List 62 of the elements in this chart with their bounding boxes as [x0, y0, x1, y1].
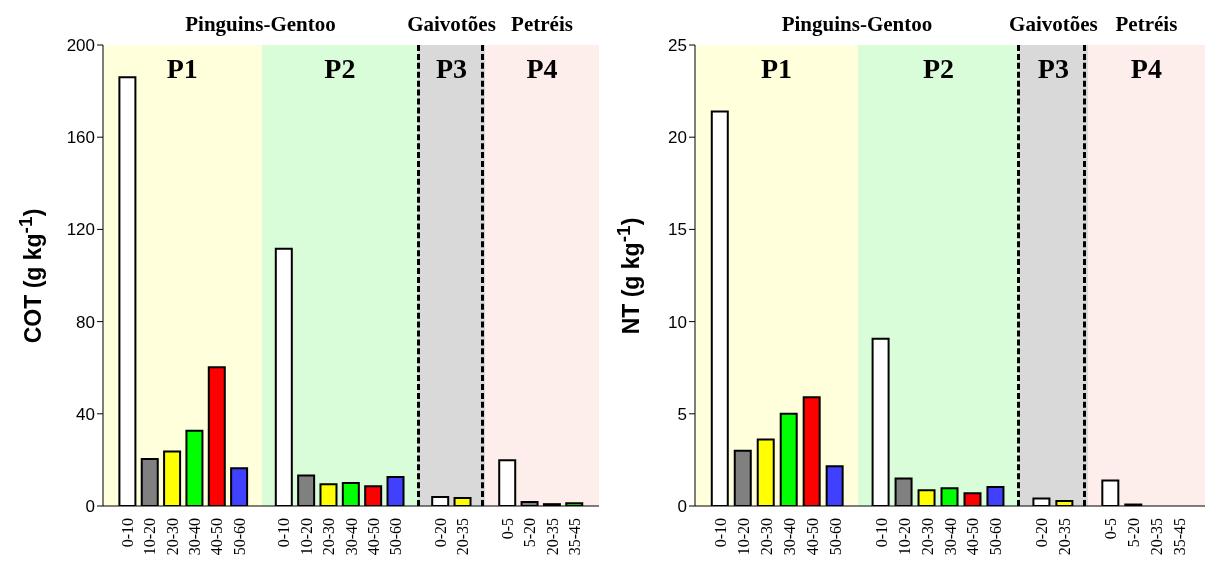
- x-tick-label: 0-5: [1102, 518, 1120, 540]
- x-tick-label: 10-20: [895, 518, 913, 556]
- x-tick-label: 0-10: [711, 518, 729, 548]
- annotation: P2: [324, 53, 356, 85]
- annotation: P2: [922, 53, 955, 85]
- x-tick-label: 30-40: [342, 518, 360, 556]
- x-tick-label: 40-50: [803, 518, 821, 556]
- annotation: P3: [1037, 53, 1069, 85]
- text: Pinguins-Gentoo: [185, 12, 336, 37]
- x-tick-label: 35-45: [565, 518, 583, 556]
- y-tick-label: 0: [85, 497, 95, 517]
- y-tick-label: 80: [76, 312, 95, 332]
- x-tick-label: 50-60: [387, 518, 405, 556]
- x-tick-label: 5-20: [1125, 518, 1143, 548]
- x-tick-label: 20-35: [1056, 518, 1074, 556]
- annotation: P4: [1130, 53, 1162, 85]
- x-tick-label: 40-50: [364, 518, 382, 556]
- x-tick-label: 10-20: [297, 518, 315, 556]
- annotation: P1: [166, 53, 198, 85]
- x-tick-label: 10-20: [734, 518, 752, 556]
- x-tick-label: 20-30: [320, 518, 338, 556]
- y-tick-label: 200: [66, 36, 95, 56]
- x-tick-label: 30-40: [780, 518, 798, 556]
- x-tick-label: 0-5: [498, 518, 516, 540]
- x-tick-label: 0-10: [872, 518, 890, 548]
- y-tick-label: 5: [677, 404, 687, 424]
- x-tick-label: 20-35: [1148, 518, 1166, 556]
- x-tick-label: 20-30: [918, 518, 936, 556]
- x-tick-label: 40-50: [208, 518, 226, 556]
- x-tick-label: 0-10: [275, 518, 293, 548]
- text: Gaivotões: [407, 12, 496, 37]
- x-tick-label: 20-35: [454, 518, 472, 556]
- y-tick-label: 40: [76, 404, 95, 424]
- x-tick-label: 50-60: [987, 518, 1005, 556]
- y-tick-label: 120: [66, 220, 95, 240]
- y-tick-label: 160: [66, 128, 95, 148]
- x-tick-label: 5-20: [521, 518, 539, 548]
- text: Pinguins-Gentoo: [781, 12, 933, 37]
- y-tick-label: 25: [668, 36, 687, 56]
- x-tick-label: 10-20: [141, 518, 159, 556]
- x-tick-label: 0-10: [119, 518, 137, 548]
- text: Petréis: [1115, 12, 1178, 37]
- y-tick-label: 10: [668, 312, 687, 332]
- x-tick-label: 0-20: [431, 518, 449, 548]
- x-tick-label: 20-35: [543, 518, 561, 556]
- y-tick-label: 0: [677, 497, 687, 517]
- x-tick-label: 50-60: [826, 518, 844, 556]
- x-tick-label: 0-20: [1033, 518, 1051, 548]
- y-tick-label: 20: [668, 128, 687, 148]
- x-tick-label: 35-45: [1171, 518, 1189, 556]
- annotation: P3: [435, 53, 468, 85]
- text: Petréis: [511, 12, 573, 37]
- x-tick-label: 30-40: [186, 518, 204, 556]
- x-tick-label: 30-40: [941, 518, 959, 556]
- y-tick-label: 15: [668, 220, 687, 240]
- x-tick-label: 50-60: [230, 518, 248, 556]
- annotation: P1: [760, 53, 793, 85]
- x-tick-label: 20-30: [163, 518, 181, 556]
- annotation: P4: [526, 53, 558, 85]
- x-tick-label: 20-30: [757, 518, 775, 556]
- x-tick-label: 40-50: [964, 518, 982, 556]
- text: Gaivotões: [1009, 12, 1098, 37]
